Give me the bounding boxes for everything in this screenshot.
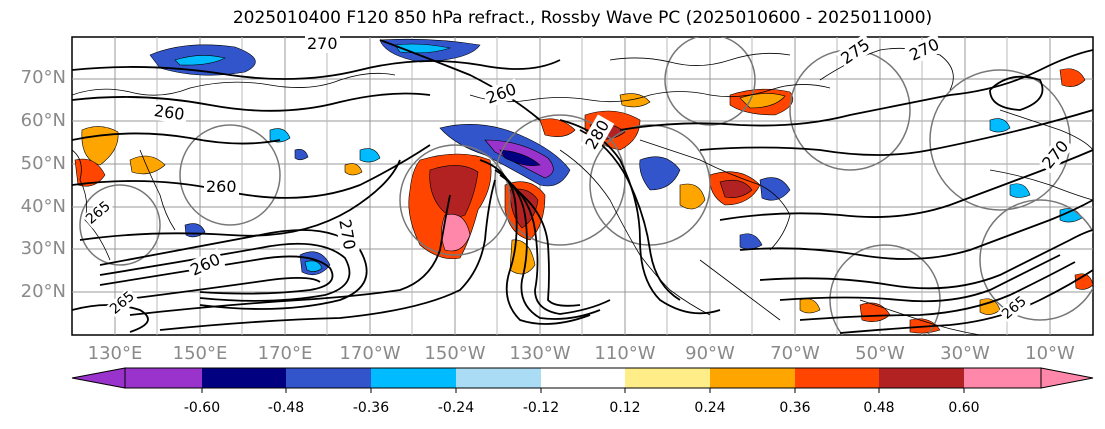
lat-label-70n: 70°N	[20, 67, 66, 88]
colorbar-tick-label: -0.48	[267, 400, 305, 416]
lon-label-70w: 70°W	[770, 343, 820, 364]
lat-label-20n: 20°N	[20, 281, 66, 302]
lat-label-60n: 60°N	[20, 110, 66, 131]
colorbar-tick-label: 0.12	[609, 400, 641, 416]
colorbar-cell	[456, 368, 541, 388]
lat-label-50n: 50°N	[20, 153, 66, 174]
coastlines	[72, 47, 1093, 335]
lon-label-130w: 130°W	[509, 343, 571, 364]
colorbar-tick-label: 0.48	[863, 400, 895, 416]
colorbar-cell	[879, 368, 964, 388]
lon-label-90w: 90°W	[685, 343, 735, 364]
lon-label-10w: 10°W	[1025, 343, 1075, 364]
colorbar-cell	[286, 368, 371, 388]
colorbar-cell	[710, 368, 795, 388]
colorbar-cell	[202, 368, 286, 388]
lon-label-130e: 130°E	[87, 343, 143, 364]
contour-label: 270	[305, 34, 340, 53]
colorbar-tick-label: -0.60	[183, 400, 221, 416]
lon-label-170e: 170°E	[257, 343, 313, 364]
colorbar-cell	[795, 368, 879, 388]
lat-label-40n: 40°N	[20, 196, 66, 217]
colorbar-tick-label: 0.36	[779, 400, 811, 416]
lon-label-30w: 30°W	[940, 343, 990, 364]
colorbar-cell	[625, 368, 710, 388]
colorbar-tick-label: -0.36	[352, 400, 390, 416]
colorbar-low-extend	[71, 367, 126, 389]
contour-label: 260	[204, 177, 239, 196]
colorbar-high-extend	[1040, 367, 1094, 389]
colorbar-cell	[964, 368, 1041, 388]
colorbar-cell	[541, 368, 625, 388]
colorbar-tick-label: 0.24	[694, 400, 726, 416]
refractivity-contours	[72, 39, 1093, 334]
colorbar-tick-label: 0.60	[948, 400, 980, 416]
colorbar-tick-label: -0.12	[522, 400, 560, 416]
colorbar-cell	[125, 368, 202, 388]
colorbar-tick-label: -0.24	[437, 400, 475, 416]
lon-label-110w: 110°W	[594, 343, 656, 364]
lat-label-30n: 30°N	[20, 238, 66, 259]
colorbar-cell	[371, 368, 456, 388]
lon-label-150w: 150°W	[424, 343, 486, 364]
lon-label-50w: 50°W	[855, 343, 905, 364]
map-title: 2025010400 F120 850 hPa refract., Rossby…	[232, 8, 933, 28]
lon-label-150e: 150°E	[172, 343, 228, 364]
colorbar	[71, 367, 1094, 393]
lon-label-170w: 170°W	[339, 343, 401, 364]
